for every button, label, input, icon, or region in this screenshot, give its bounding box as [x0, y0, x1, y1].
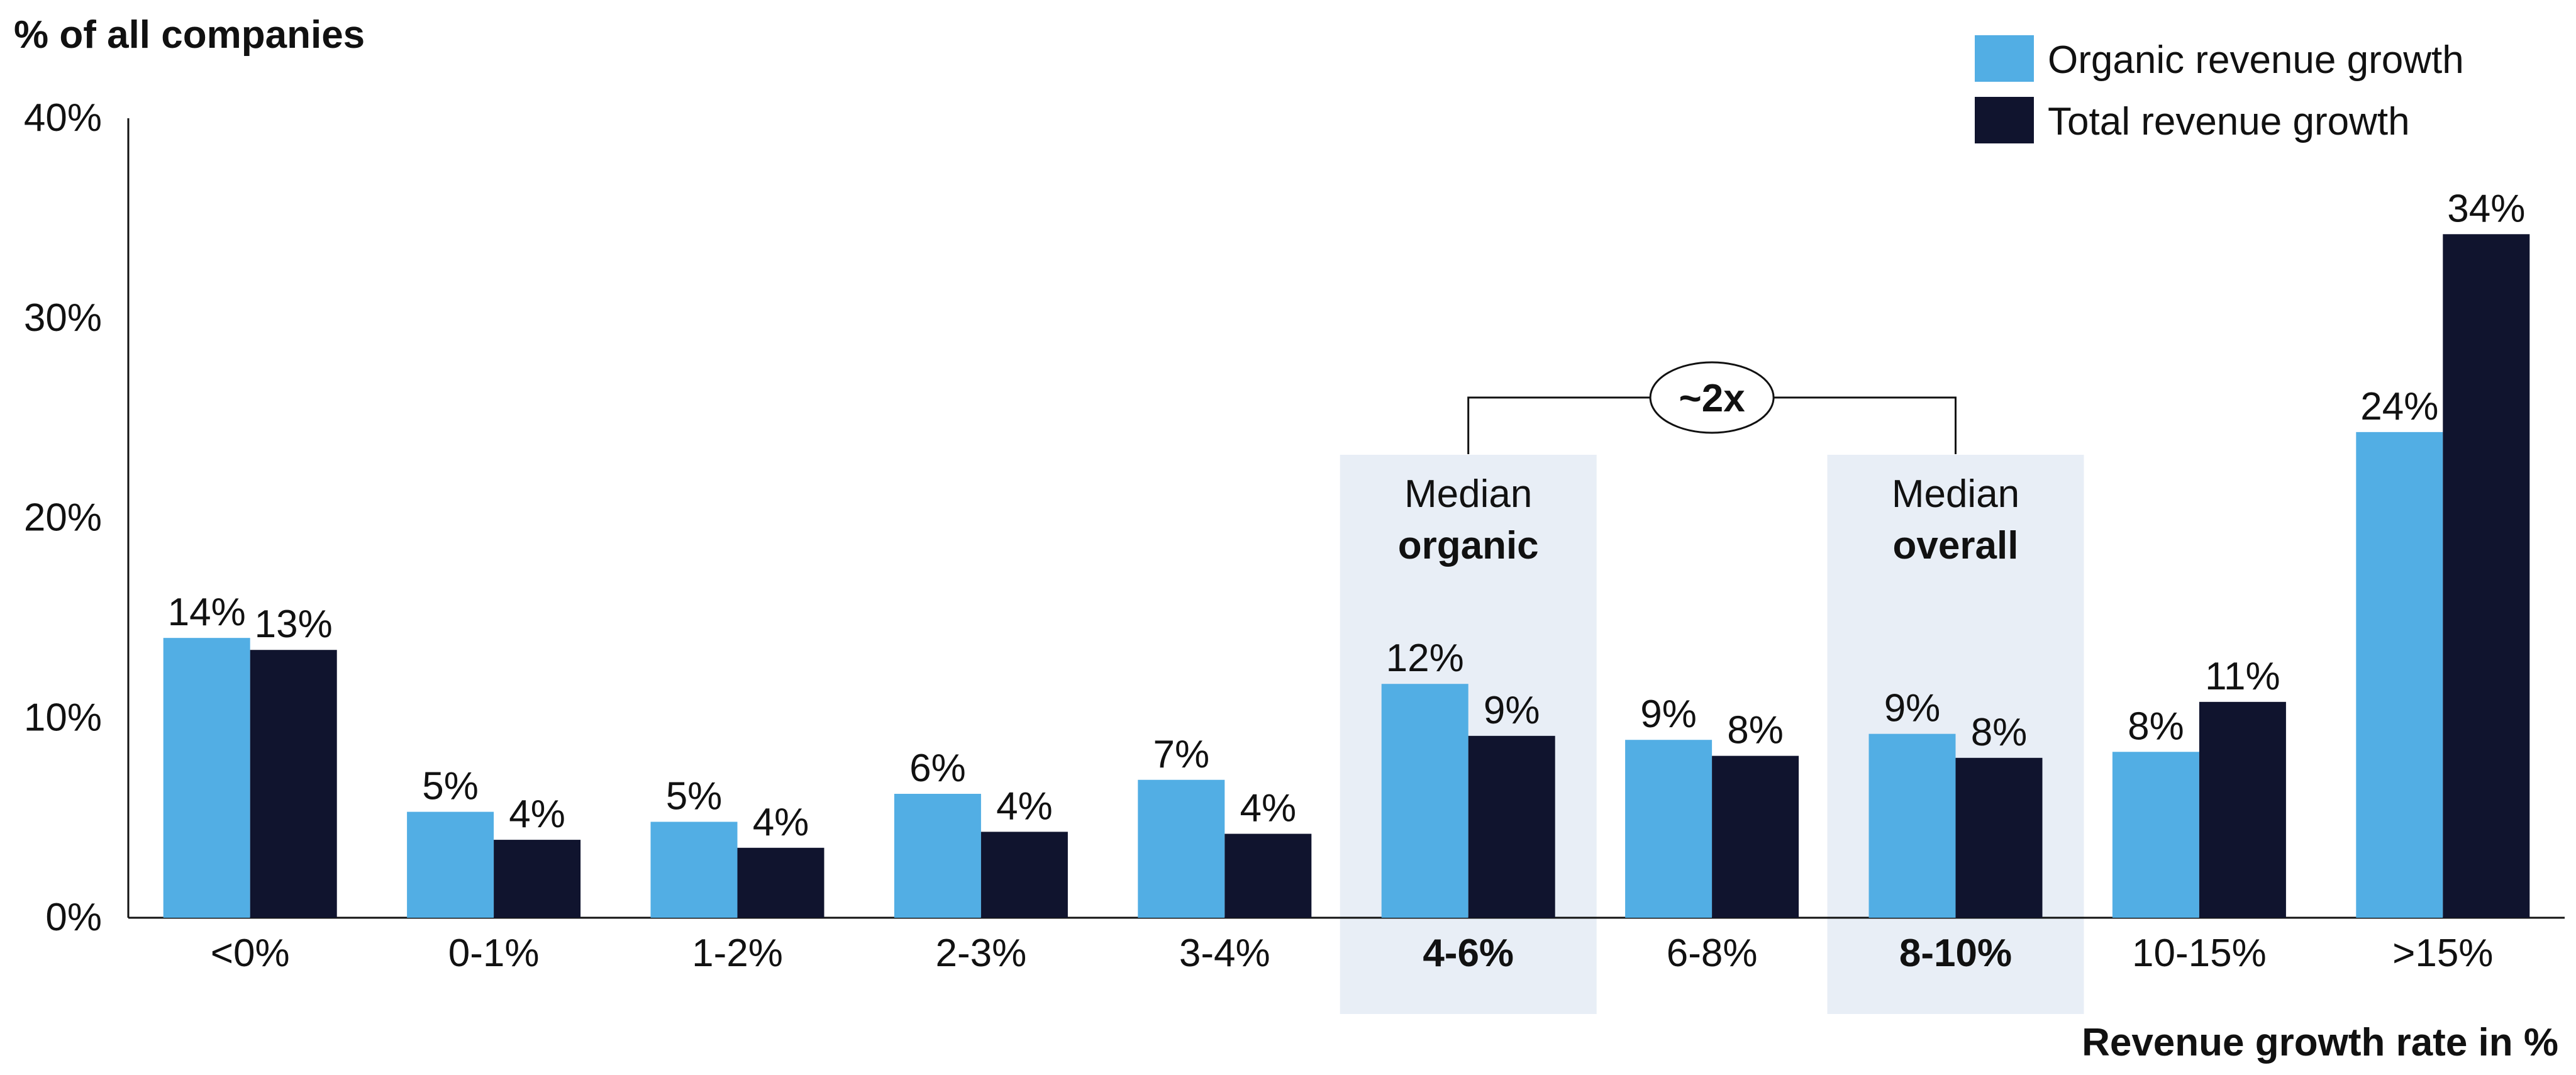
bar-total-revenue-growth-4-6pct: [1468, 735, 1555, 918]
data-label: 7%: [1153, 733, 1209, 776]
x-tick-label-gt15pct: >15%: [2392, 932, 2493, 975]
x-tick-label-lt0pct: <0%: [211, 932, 290, 975]
data-label: 5%: [422, 765, 479, 808]
data-label: 11%: [2205, 655, 2280, 698]
legend-label-total: Total revenue growth: [2048, 100, 2410, 143]
legend: Organic revenue growth Total revenue gro…: [1975, 35, 2464, 143]
data-label: 8%: [1971, 711, 2028, 754]
x-tick-label-4-6pct: 4-6%: [1423, 932, 1514, 975]
ratio-label: ~2x: [1679, 377, 1746, 420]
y-tick-label: 10%: [24, 696, 102, 739]
y-tick-label: 30%: [24, 296, 102, 340]
y-tick-label: 0%: [45, 896, 102, 939]
y-axis-title: % of all companies: [14, 13, 365, 57]
bar-total-revenue-growth-lt0pct: [250, 650, 337, 918]
median-organic-line1: Median: [1404, 472, 1532, 516]
legend-swatch-total: [1975, 97, 2034, 143]
data-label: 6%: [909, 747, 966, 790]
data-label: 5%: [666, 774, 723, 818]
bar-organic-revenue-growth-8-10pct: [1868, 733, 1956, 918]
median-overall-line2: overall: [1893, 524, 2019, 567]
bar-organic-revenue-growth-2-3pct: [894, 793, 981, 918]
data-label: 34%: [2447, 187, 2525, 230]
bar-total-revenue-growth-8-10pct: [1955, 757, 2043, 918]
data-label: 13%: [255, 603, 333, 646]
bar-total-revenue-growth-0-1pct: [494, 840, 581, 918]
x-tick-label-3-4pct: 3-4%: [1179, 932, 1270, 975]
data-label: 9%: [1884, 687, 1941, 730]
y-tick-label: 40%: [24, 96, 102, 140]
bar-organic-revenue-growth-10-15pct: [2112, 752, 2199, 918]
bar-organic-revenue-growth-lt0pct: [163, 638, 250, 918]
bar-organic-revenue-growth-3-4pct: [1138, 779, 1225, 918]
data-label: 14%: [168, 591, 246, 634]
ratio-bracket: ~2x: [1467, 361, 1957, 454]
data-label: 8%: [2128, 705, 2184, 748]
y-tick-label: 20%: [24, 496, 102, 540]
x-tick-label-8-10pct: 8-10%: [1899, 932, 2012, 975]
data-label: 8%: [1727, 709, 1784, 752]
data-label: 9%: [1640, 693, 1697, 736]
bar-organic-revenue-growth-gt15pct: [2356, 432, 2443, 918]
bar-organic-revenue-growth-1-2pct: [650, 822, 738, 918]
data-label: 12%: [1386, 637, 1464, 680]
bar-total-revenue-growth-6-8pct: [1712, 755, 1799, 918]
x-tick-label-1-2pct: 1-2%: [692, 932, 783, 975]
data-label: 4%: [1240, 787, 1296, 830]
median-overall-line1: Median: [1892, 472, 2019, 516]
data-label: 4%: [753, 801, 809, 844]
bar-total-revenue-growth-10-15pct: [2199, 701, 2286, 918]
bar-total-revenue-growth-1-2pct: [737, 847, 824, 918]
bar-total-revenue-growth-2-3pct: [980, 832, 1068, 918]
median-organic-line2: organic: [1398, 524, 1539, 567]
legend-label-organic: Organic revenue growth: [2048, 38, 2464, 82]
bar-total-revenue-growth-gt15pct: [2443, 234, 2530, 918]
bar-organic-revenue-growth-6-8pct: [1625, 740, 1713, 918]
x-tick-label-0-1pct: 0-1%: [448, 932, 540, 975]
data-label: 4%: [509, 793, 565, 836]
bar-organic-revenue-growth-4-6pct: [1381, 684, 1468, 918]
data-label: 24%: [2360, 385, 2438, 428]
x-tick-label-6-8pct: 6-8%: [1667, 932, 1758, 975]
bar-organic-revenue-growth-0-1pct: [407, 811, 494, 918]
x-tick-label-10-15pct: 10-15%: [2132, 932, 2267, 975]
data-label: 4%: [996, 784, 1053, 828]
x-axis-title: Revenue growth rate in %: [2082, 1021, 2558, 1064]
bar-total-revenue-growth-3-4pct: [1224, 833, 1312, 918]
ratio-bubble: [1649, 361, 1775, 434]
legend-swatch-organic: [1975, 35, 2034, 82]
x-tick-label-2-3pct: 2-3%: [936, 932, 1027, 975]
data-label: 9%: [1484, 689, 1540, 732]
